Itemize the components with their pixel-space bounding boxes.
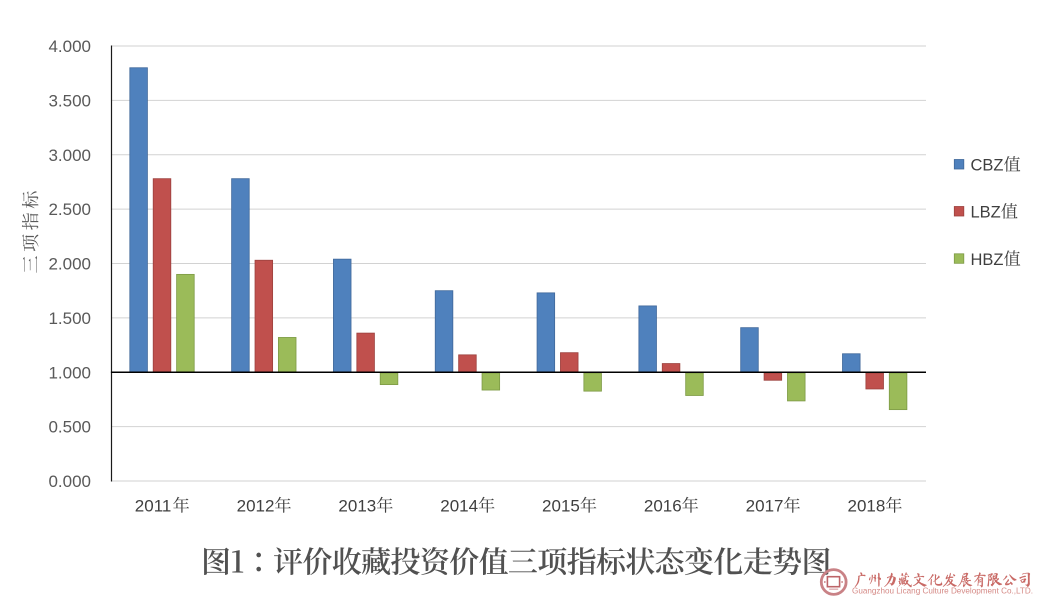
svg-text:0.000: 0.000 — [48, 472, 91, 491]
svg-text:1.000: 1.000 — [48, 363, 91, 382]
svg-text:2014: 2014 — [440, 497, 478, 516]
svg-text:2011: 2011 — [135, 497, 172, 516]
svg-text:2016: 2016 — [644, 497, 682, 516]
svg-text:2012: 2012 — [237, 497, 275, 516]
svg-text:2017: 2017 — [746, 497, 784, 516]
svg-text:2.500: 2.500 — [48, 200, 91, 219]
svg-text:3.000: 3.000 — [48, 146, 91, 165]
svg-text:3.500: 3.500 — [48, 91, 91, 110]
svg-text:Guangzhou Licang Culture Devel: Guangzhou Licang Culture Development Co.… — [852, 586, 1033, 596]
svg-text:LBZ: LBZ — [971, 204, 1001, 222]
svg-text:4.000: 4.000 — [48, 37, 91, 56]
svg-text:2015: 2015 — [542, 497, 580, 516]
svg-text:0.500: 0.500 — [48, 418, 91, 437]
svg-text:2013: 2013 — [338, 497, 376, 516]
svg-text:1.500: 1.500 — [48, 309, 91, 328]
svg-text:2018: 2018 — [847, 497, 885, 516]
svg-text:2.000: 2.000 — [48, 255, 91, 274]
svg-text:HBZ: HBZ — [971, 251, 1004, 269]
svg-text:CBZ: CBZ — [971, 157, 1004, 175]
